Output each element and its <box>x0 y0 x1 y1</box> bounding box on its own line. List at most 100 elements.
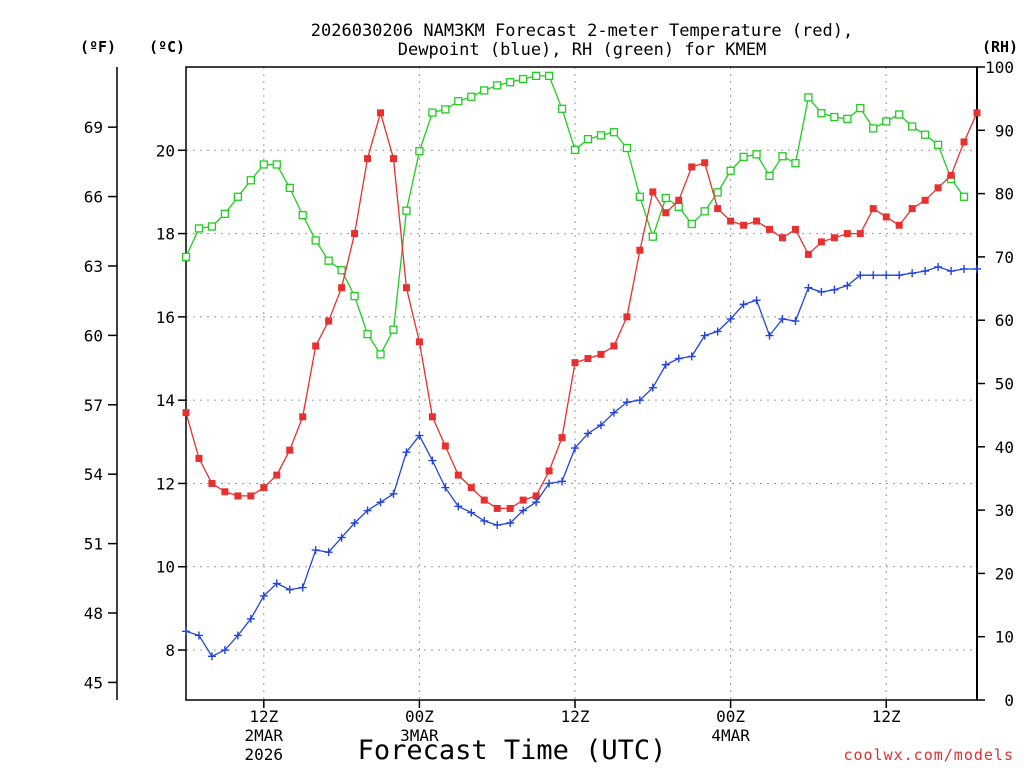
rh-point <box>830 112 839 122</box>
dewpoint-point <box>856 271 865 280</box>
temperature-point <box>480 496 488 504</box>
temperature-point <box>415 338 423 346</box>
temperature-point <box>273 471 281 479</box>
dewpoint-point <box>752 296 761 305</box>
temperature-point <box>778 234 786 242</box>
temperature-point <box>817 238 825 246</box>
dewpoint-point <box>259 591 268 600</box>
temperature-point <box>766 225 774 233</box>
temperature-point <box>558 434 566 442</box>
dewpoint-point <box>791 317 800 326</box>
dewpoint-point <box>687 352 696 361</box>
rh-point <box>933 140 943 150</box>
dewpoint-point <box>298 583 307 592</box>
temperature-point <box>584 355 592 363</box>
rh-point <box>869 124 878 133</box>
chart-title-line1: 2026030206 NAM3KM Forecast 2-meter Tempe… <box>311 21 853 41</box>
temperature-point <box>649 188 657 196</box>
x-axis-label: Forecast Time (UTC) <box>358 735 667 766</box>
rh-point <box>324 256 333 265</box>
rh-point <box>752 150 761 159</box>
rh-tick-label: 80 <box>995 185 1014 204</box>
rh-point <box>959 192 969 201</box>
rh-point <box>635 192 645 201</box>
temperature-point <box>714 205 722 213</box>
temperature-point <box>623 313 631 321</box>
rh-point <box>908 122 917 131</box>
temperature-point <box>688 163 696 171</box>
rh-point <box>920 130 930 139</box>
dewpoint-point <box>558 477 567 486</box>
rh-tick-label: 30 <box>995 501 1014 520</box>
x-tick-date-label: 4MAR <box>711 726 750 745</box>
rh-point <box>557 104 567 113</box>
dewpoint-point <box>389 489 398 498</box>
celsius-tick-label: 20 <box>156 141 175 160</box>
rh-point <box>700 207 709 216</box>
rh-point <box>428 108 437 117</box>
rh-point <box>739 152 748 162</box>
dewpoint-point <box>532 498 541 507</box>
rh-point <box>220 209 230 219</box>
celsius-tick-label: 8 <box>165 641 175 660</box>
rh-point <box>506 78 515 87</box>
temperature-point <box>312 342 320 350</box>
dewpoint-point <box>674 354 683 363</box>
rh-point <box>259 160 268 169</box>
dewpoint-point <box>467 508 476 517</box>
dewpoint-point <box>804 283 813 292</box>
temperature-point <box>662 209 670 217</box>
x-tick-label: 12Z <box>872 707 901 726</box>
rh-point <box>804 93 813 102</box>
dewpoint-point <box>337 533 346 542</box>
rh-point <box>817 109 826 118</box>
x-tick-label: 12Z <box>249 707 278 726</box>
temperature-point <box>467 484 475 492</box>
fahrenheit-tick-label: 66 <box>84 188 103 207</box>
fahrenheit-tick-label: 45 <box>84 673 103 692</box>
dewpoint-point <box>934 262 943 271</box>
temperature-point <box>895 221 903 229</box>
x-tick-label: 12Z <box>561 707 590 726</box>
dewpoint-point <box>661 360 670 369</box>
fahrenheit-tick-label: 63 <box>84 257 103 276</box>
rh-point <box>311 236 320 245</box>
rh-tick-label: 40 <box>995 438 1014 457</box>
rh-tick-label: 0 <box>1004 691 1014 710</box>
temperature-point <box>377 109 385 117</box>
celsius-tick-label: 18 <box>156 225 175 244</box>
dewpoint-point <box>182 627 190 636</box>
dewpoint-point <box>648 383 657 392</box>
dewpoint-point <box>713 327 722 336</box>
temperature-point <box>351 230 359 238</box>
rh-point <box>596 131 606 140</box>
dewpoint-point <box>441 483 450 492</box>
x-tick-date-label: 2MAR <box>245 726 284 745</box>
fahrenheit-tick-label: 69 <box>84 118 103 137</box>
dewpoint-point <box>817 287 826 296</box>
fahrenheit-tick-label: 60 <box>84 326 103 345</box>
rh-point <box>363 329 372 339</box>
rh-point <box>272 160 281 169</box>
temperature-point <box>195 454 203 462</box>
rh-point <box>181 252 191 262</box>
temperature-point <box>221 488 229 496</box>
rh-point <box>674 202 683 212</box>
dewpoint-point <box>622 398 631 407</box>
rh-point <box>687 219 696 229</box>
rh-point <box>765 171 774 181</box>
rh-point <box>518 74 528 84</box>
dewpoint-point <box>311 546 320 555</box>
temperature-point <box>182 409 190 417</box>
celsius-tick-label: 16 <box>156 308 175 327</box>
rh-point <box>389 325 398 334</box>
rh-point <box>882 117 891 126</box>
rh-point <box>298 210 307 220</box>
temperature-point <box>428 413 436 421</box>
temperature-point <box>701 159 709 167</box>
fahrenheit-tick-label: 51 <box>84 535 103 554</box>
rh-point <box>350 291 359 301</box>
x-tick-date-label: 3MAR <box>400 726 439 745</box>
temperature-point <box>545 467 553 475</box>
